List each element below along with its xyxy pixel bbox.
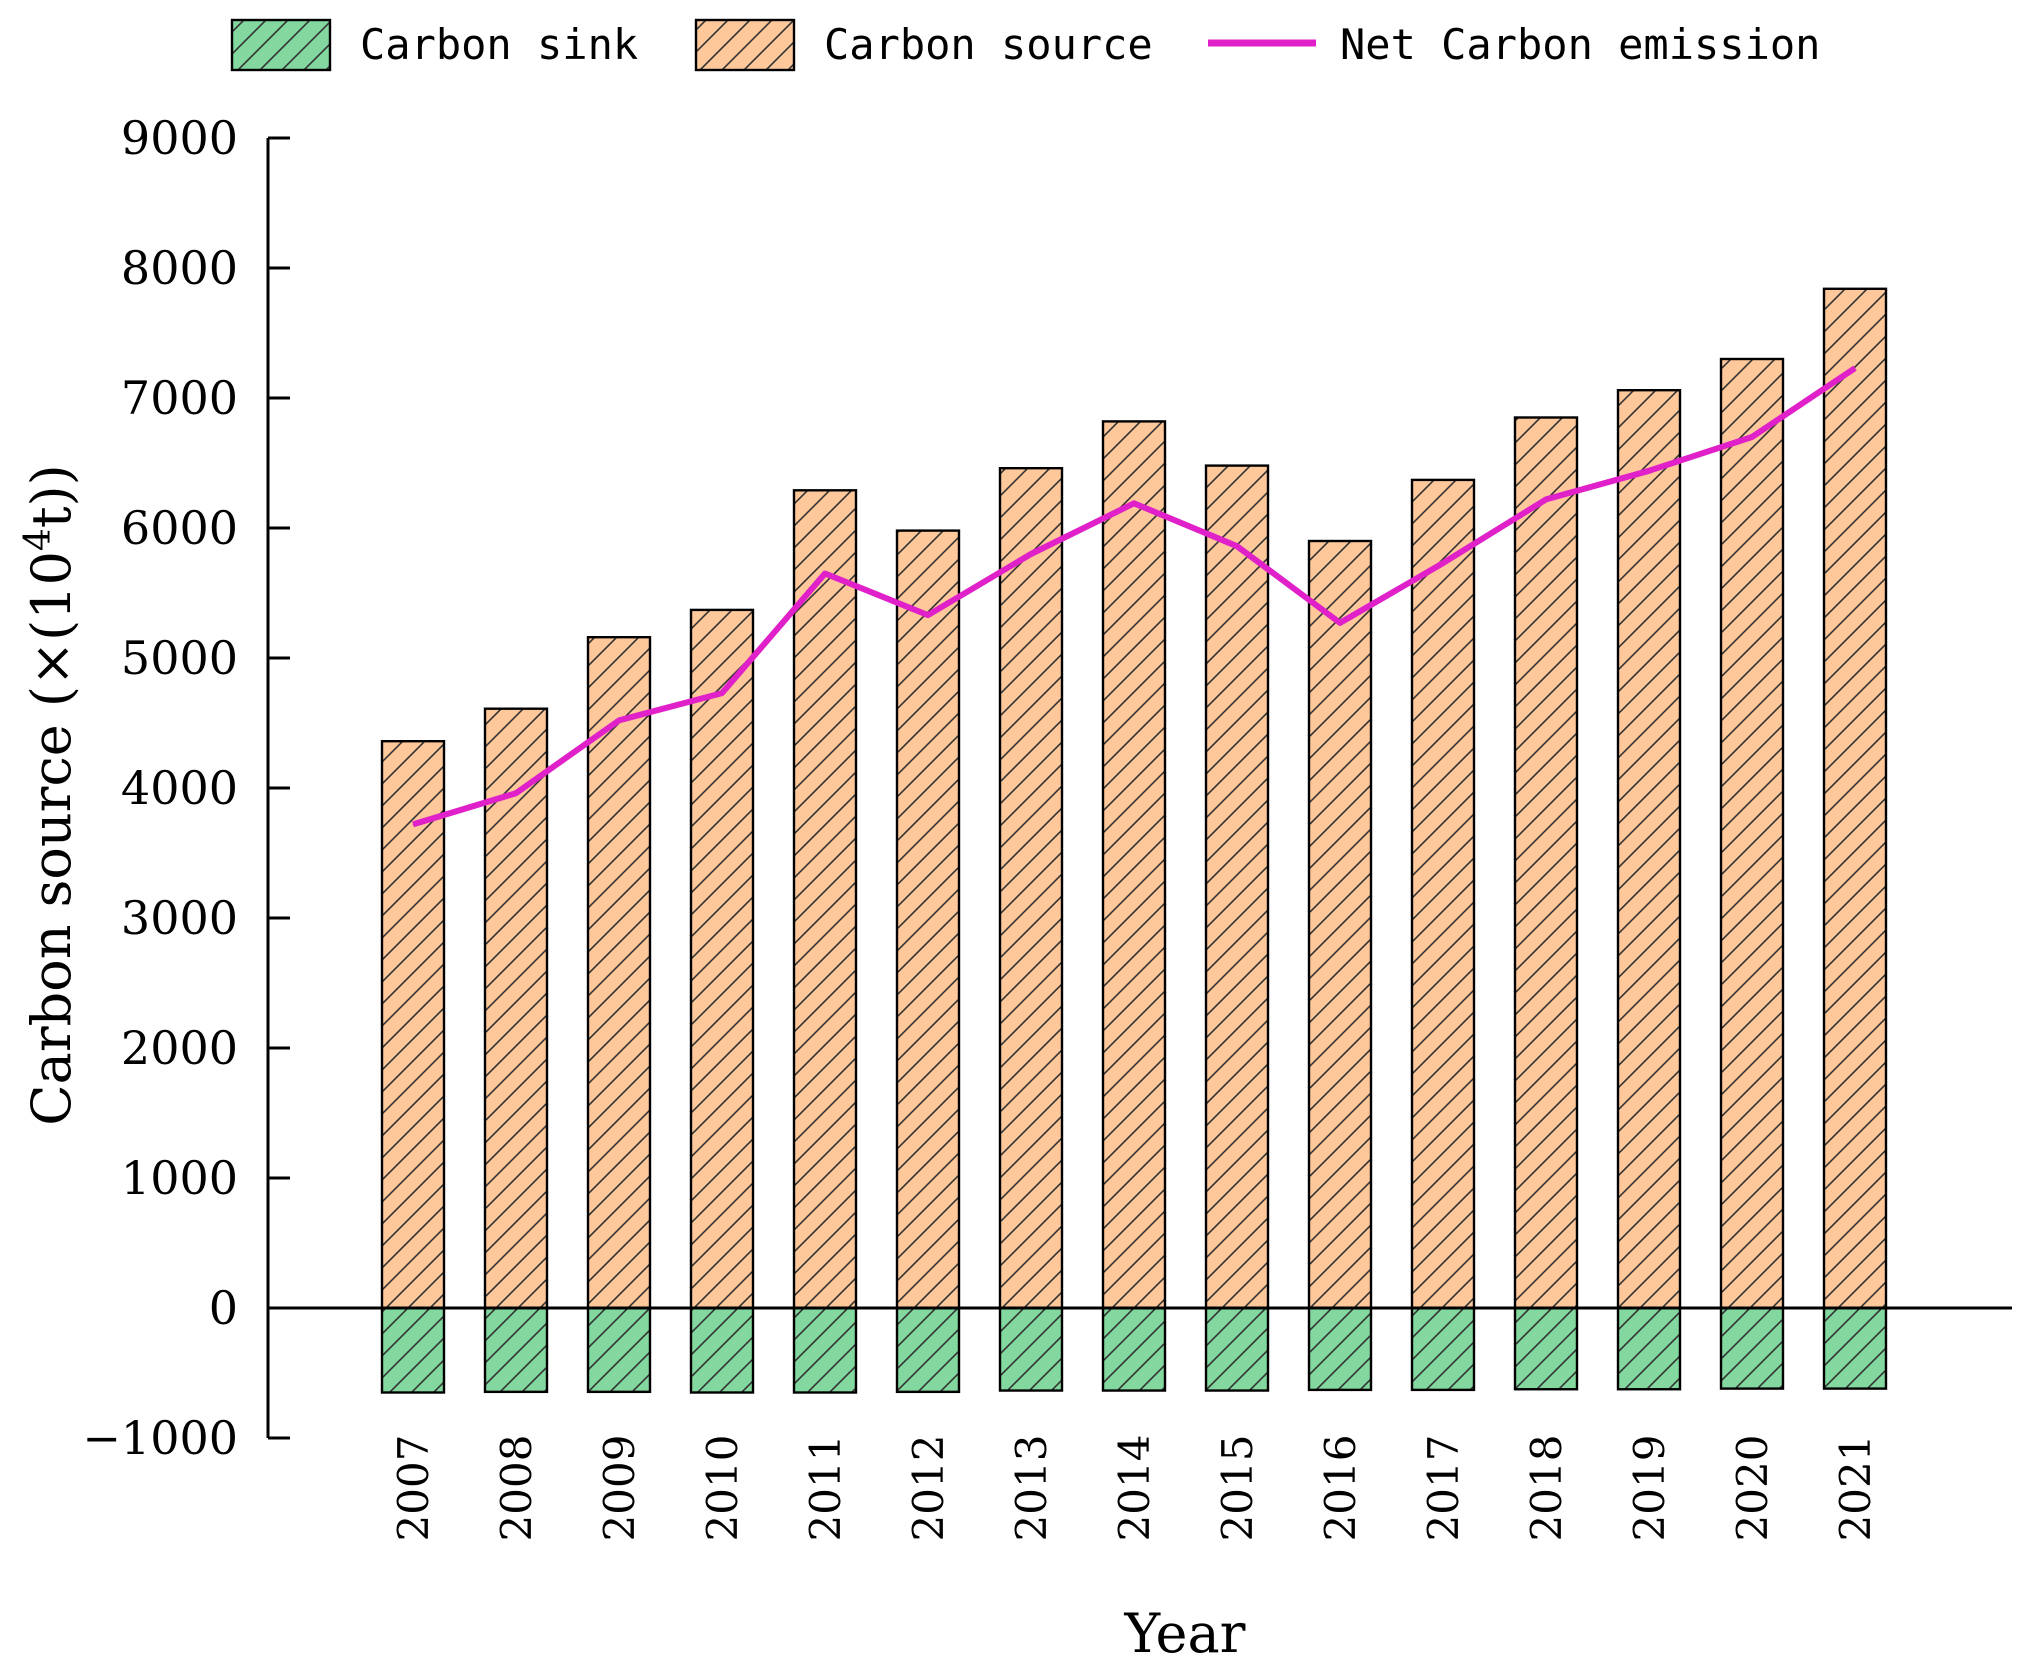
legend-label-carbon-source: Carbon source [824, 20, 1153, 69]
legend-swatch-hatch-carbon-sink [230, 18, 332, 72]
carbon-source-bar-hatch-2021 [1822, 287, 1888, 1310]
x-tick-label-2012: 2012 [904, 1435, 953, 1542]
y-tick-label-3000: 3000 [121, 891, 238, 945]
y-tick-label-8000: 8000 [121, 241, 238, 295]
y-axis-title-sup: 4 [18, 528, 59, 551]
axes-layer: 9000 8000 7000 6000 5000 4000 3000 2000 1000 0 −10… [82, 111, 2012, 1541]
net-carbon-emission-point-2010 [721, 692, 723, 694]
carbon-sink-bar-hatch-2019 [1616, 1306, 1682, 1391]
carbon-sink-bar-hatch-2013 [998, 1306, 1064, 1392]
net-carbon-emission-point-2013 [1030, 553, 1032, 555]
line-layer [412, 365, 1857, 828]
carbon-source-bar-hatch-2008 [483, 707, 549, 1310]
net-carbon-emission-point-2012 [927, 614, 929, 616]
carbon-source-bar-hatch-2019 [1616, 389, 1682, 1310]
carbon-sink-bar-hatch-2008 [483, 1306, 549, 1394]
y-tick-label--1000: −1000 [82, 1411, 238, 1465]
x-tick-label-2010: 2010 [698, 1435, 747, 1542]
y-tick-label-9000: 9000 [121, 111, 238, 165]
net-carbon-emission-point-2017 [1442, 562, 1444, 564]
net-carbon-emission-point-2021 [1854, 367, 1856, 369]
legend-label-net-carbon-emission: Net Carbon emission [1340, 20, 1820, 69]
net-carbon-emission-point-2008 [515, 792, 517, 794]
net-carbon-emission-point-2014 [1133, 502, 1135, 504]
legend: Carbon sink Carbon source Net Carbon emiss… [230, 18, 1820, 72]
carbon-source-bar-hatch-2014 [1101, 420, 1167, 1310]
carbon-sink-bar-hatch-2007 [380, 1306, 446, 1394]
y-tick-label-0: 0 [209, 1281, 238, 1335]
y-tick-label-2000: 2000 [121, 1021, 238, 1075]
net-carbon-emission-point-2016 [1339, 622, 1341, 624]
carbon-sink-bar-hatch-2009 [586, 1306, 652, 1394]
carbon-source-bar-hatch-2013 [998, 467, 1064, 1310]
y-tick-label-4000: 4000 [121, 761, 238, 815]
x-tick-label-2019: 2019 [1625, 1435, 1674, 1542]
x-tick-label-2013: 2013 [1007, 1435, 1056, 1542]
carbon-source-bar-hatch-2007 [380, 740, 446, 1310]
net-carbon-emission-point-2020 [1751, 436, 1753, 438]
carbon-sink-bar-hatch-2016 [1307, 1306, 1373, 1392]
x-axis-title: Year [1124, 1602, 1246, 1665]
y-axis-title-prefix: Carbon source (×(10 [20, 551, 83, 1126]
x-tick-label-2021: 2021 [1831, 1435, 1880, 1542]
carbon-sink-bar-hatch-2014 [1101, 1306, 1167, 1392]
carbon-sink-bar-hatch-2012 [895, 1306, 961, 1394]
carbon-sink-bar-hatch-2010 [689, 1306, 755, 1394]
carbon-source-bar-hatch-2018 [1513, 416, 1579, 1310]
net-carbon-emission-point-2018 [1545, 498, 1547, 500]
carbon-source-bar-hatch-2015 [1204, 464, 1270, 1310]
legend-swatch-hatch-carbon-source [694, 18, 796, 72]
carbon-sink-bar-hatch-2021 [1822, 1306, 1888, 1390]
net-carbon-emission-point-2015 [1236, 545, 1238, 547]
y-axis-title: Carbon source (×(104t)) [18, 464, 83, 1125]
y-tick-label-5000: 5000 [121, 631, 238, 685]
y-axis-title-suffix: t)) [20, 464, 83, 528]
x-tick-label-2007: 2007 [389, 1435, 438, 1542]
carbon-source-bar-hatch-2017 [1410, 478, 1476, 1310]
legend-label-carbon-sink: Carbon sink [360, 20, 638, 69]
carbon-sink-bar-hatch-2011 [792, 1306, 858, 1394]
carbon-sink-bar-hatch-2018 [1513, 1306, 1579, 1391]
x-tick-label-2009: 2009 [595, 1435, 644, 1542]
y-tick-label-6000: 6000 [121, 501, 238, 555]
y-tick-label-1000: 1000 [121, 1151, 238, 1205]
x-tick-label-2015: 2015 [1213, 1435, 1262, 1542]
x-tick-label-2018: 2018 [1522, 1435, 1571, 1542]
x-tick-label-2011: 2011 [801, 1435, 850, 1542]
carbon-sink-bar-hatch-2015 [1204, 1306, 1270, 1392]
x-tick-label-2014: 2014 [1110, 1435, 1159, 1542]
carbon-sink-bar-hatch-2017 [1410, 1306, 1476, 1392]
x-tick-label-2008: 2008 [492, 1435, 541, 1542]
x-tick-label-2016: 2016 [1316, 1435, 1365, 1542]
net-carbon-emission-point-2007 [412, 823, 414, 825]
carbon-source-bar-hatch-2016 [1307, 539, 1373, 1310]
y-tick-label-7000: 7000 [121, 371, 238, 425]
carbon-source-bar-hatch-2009 [586, 636, 652, 1310]
net-carbon-emission-point-2011 [824, 573, 826, 574]
carbon-source-bar-hatch-2010 [689, 608, 755, 1310]
bars-layer [380, 287, 1888, 1394]
carbon-source-bar-hatch-2020 [1719, 357, 1785, 1310]
carbon-source-bar-hatch-2012 [895, 529, 961, 1310]
x-tick-label-2017: 2017 [1419, 1435, 1468, 1542]
carbon-source-bar-hatch-2011 [792, 489, 858, 1310]
x-tick-label-2020: 2020 [1728, 1435, 1777, 1542]
carbon-sink-bar-hatch-2020 [1719, 1306, 1785, 1390]
net-carbon-emission-point-2009 [618, 719, 620, 721]
net-carbon-emission-point-2019 [1648, 470, 1650, 472]
